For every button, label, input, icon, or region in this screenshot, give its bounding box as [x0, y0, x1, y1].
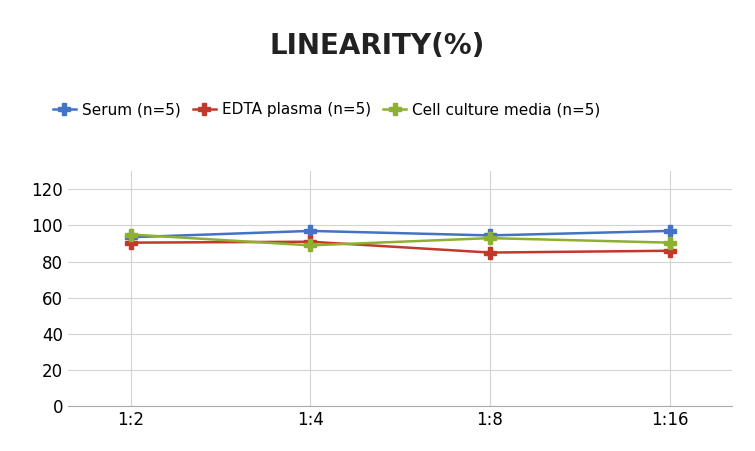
Cell culture media (n=5) — [485, 235, 495, 241]
Cell culture media (n=5) — [126, 232, 135, 237]
EDTA plasma (n=5) — [665, 248, 674, 253]
Text: LINEARITY(%): LINEARITY(%) — [270, 32, 485, 60]
Serum (n=5) — [665, 228, 674, 234]
Line: EDTA plasma (n=5): EDTA plasma (n=5) — [125, 236, 675, 258]
Serum (n=5) — [485, 233, 495, 238]
EDTA plasma (n=5) — [306, 239, 315, 244]
EDTA plasma (n=5) — [485, 250, 495, 255]
Serum (n=5) — [126, 235, 135, 240]
EDTA plasma (n=5) — [126, 240, 135, 245]
Serum (n=5) — [306, 228, 315, 234]
Line: Serum (n=5): Serum (n=5) — [125, 226, 675, 243]
Line: Cell culture media (n=5): Cell culture media (n=5) — [125, 229, 675, 251]
Cell culture media (n=5) — [306, 243, 315, 248]
Cell culture media (n=5) — [665, 240, 674, 245]
Legend: Serum (n=5), EDTA plasma (n=5), Cell culture media (n=5): Serum (n=5), EDTA plasma (n=5), Cell cul… — [53, 102, 600, 117]
